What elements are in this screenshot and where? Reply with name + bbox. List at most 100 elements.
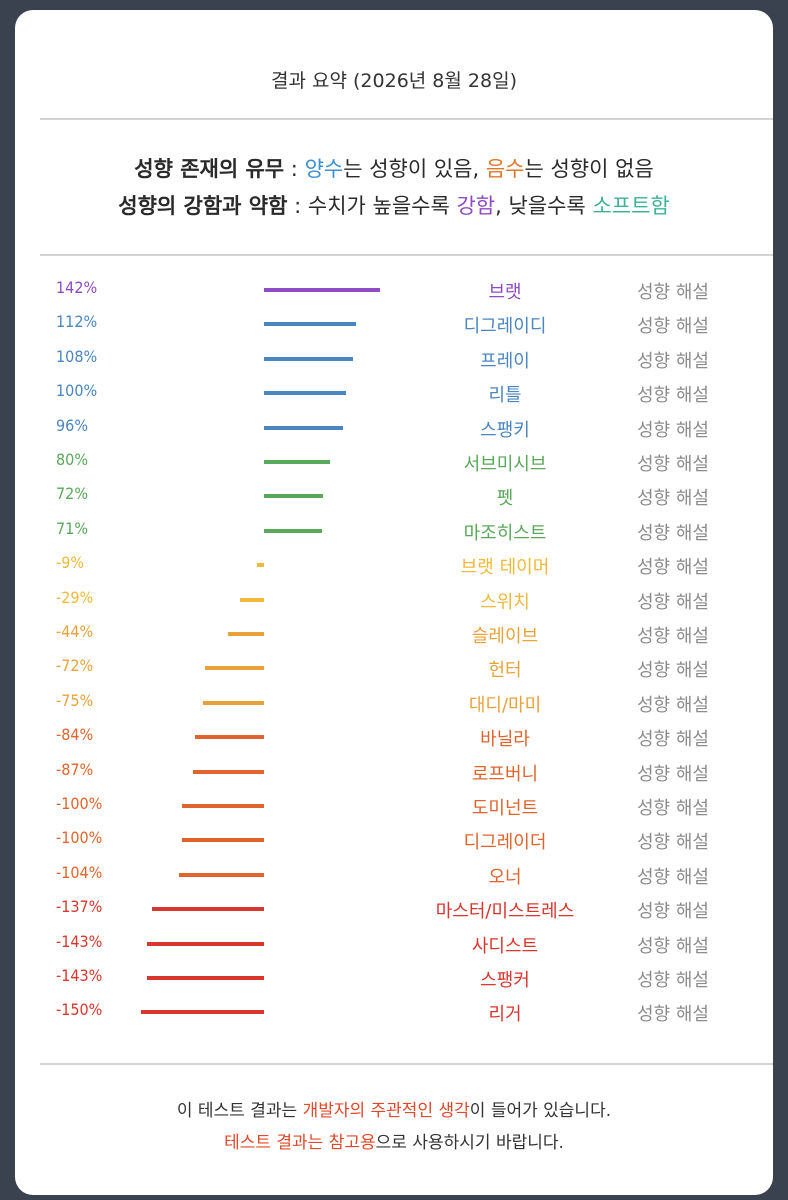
row-bar: [264, 288, 381, 292]
row-percent: -143%: [56, 931, 103, 951]
tendency-chart: 142% 브랫 성향 해설 112% 디그레이디 성향 해설 108% 프레이 성향 해설 100…: [15, 10, 773, 1195]
tendency-help-link[interactable]: 성향 해설: [637, 316, 709, 338]
row-percent: -150%: [56, 1000, 103, 1020]
page-title: 결과 요약 (2026년 8월 28일): [271, 70, 517, 92]
row-label: 바닐라: [480, 729, 530, 751]
row-percent: -100%: [56, 828, 103, 848]
footer-text-b: 개발자의 주관적인 생각: [302, 1101, 470, 1121]
tendency-help-link[interactable]: 성향 해설: [637, 798, 709, 819]
legend-strength-label: 성향의 강함과 약함: [118, 194, 288, 218]
row-percent: -84%: [56, 725, 94, 745]
row-bar: [146, 976, 264, 980]
tendency-help-link[interactable]: 성향 해설: [637, 694, 709, 716]
row-bar: [256, 563, 264, 568]
row-percent: -75%: [56, 690, 94, 710]
row-percent: 96%: [56, 415, 88, 435]
row-label: 리틀: [488, 385, 522, 407]
tendency-help-link[interactable]: 성향 해설: [637, 935, 709, 957]
row-label: 스팽키: [480, 419, 530, 441]
row-label: 마조히스트: [463, 522, 547, 544]
row-bar: [146, 941, 264, 946]
tendency-help-link[interactable]: 성향 해설: [637, 970, 709, 991]
row-bar: [192, 769, 264, 774]
row-percent: 71%: [56, 518, 88, 538]
row-label: 로프버니: [471, 763, 539, 785]
footer-text-d: 테스트 결과는 참고용: [224, 1133, 376, 1153]
row-percent: -9%: [56, 553, 85, 573]
footer-line-1: 이 테스트 결과는 개발자의 주관적인 생각이 들어가 있습니다.: [15, 1096, 773, 1121]
tendency-help-link[interactable]: 성향 해설: [637, 626, 709, 647]
row-label: 헌터: [488, 660, 522, 682]
tendency-help-link[interactable]: 성향 해설: [637, 419, 709, 441]
row-label: 디그레이디: [463, 316, 547, 338]
tendency-help-link[interactable]: 성향 해설: [637, 832, 709, 854]
row-bar: [178, 872, 264, 877]
tendency-help-link[interactable]: 성향 해설: [637, 763, 709, 785]
legend-strength: 성향의 강함과 약함 : 수치가 높을수록 강함, 낮을수록 소프트함: [15, 190, 773, 220]
row-bar: [141, 1010, 264, 1015]
tendency-help-link[interactable]: 성향 해설: [637, 522, 709, 544]
row-bar: [151, 907, 264, 912]
row-percent: 100%: [56, 381, 98, 401]
row-bar: [264, 460, 330, 464]
row-bar: [195, 735, 264, 740]
row-bar: [182, 838, 264, 843]
row-percent: 112%: [56, 312, 98, 332]
row-label: 리거: [488, 1004, 522, 1026]
row-label: 오너: [488, 866, 522, 888]
divider-top: [40, 118, 773, 120]
row-label: 서브미시브: [463, 454, 547, 475]
tendency-help-link[interactable]: 성향 해설: [637, 591, 709, 613]
divider-chart-top: [40, 254, 773, 256]
row-bar: [204, 666, 264, 671]
legend-strength-sep: : 수치가 높을수록: [287, 194, 457, 218]
tendency-help-link[interactable]: 성향 해설: [637, 350, 709, 372]
row-label: 프레이: [480, 350, 530, 372]
tendency-help-link[interactable]: 성향 해설: [637, 282, 709, 303]
legend-soft: 소프트함: [592, 194, 670, 218]
row-label: 도미넌트: [471, 798, 539, 819]
row-percent: 142%: [56, 278, 98, 297]
row-label: 스위치: [480, 591, 530, 613]
row-label: 마스터/미스트레스: [435, 901, 575, 923]
row-bar: [240, 597, 264, 602]
tendency-help-link[interactable]: 성향 해설: [637, 866, 709, 888]
legend-existence: 성향 존재의 유무 : 양수는 성향이 있음, 음수는 성향이 없음: [15, 153, 773, 183]
row-label: 사디스트: [471, 935, 539, 957]
tendency-help-link[interactable]: 성향 해설: [637, 660, 709, 682]
row-percent: -29%: [56, 587, 94, 607]
tendency-help-link[interactable]: 성향 해설: [637, 454, 709, 475]
legend-positive-text: 는 성향이 있음,: [343, 157, 486, 181]
legend-negative: 음수: [485, 157, 525, 181]
row-percent: 108%: [56, 346, 98, 366]
legend-strength-mid: , 낮을수록: [495, 194, 593, 218]
footer-text-e: 으로 사용하시기 바랍니다.: [375, 1133, 564, 1153]
footer-text-a: 이 테스트 결과는: [176, 1101, 303, 1121]
legend-positive: 양수: [304, 157, 344, 181]
tendency-help-link[interactable]: 성향 해설: [637, 557, 709, 579]
row-bar: [264, 494, 324, 499]
row-percent: -72%: [56, 656, 94, 676]
row-label: 브랫 테이머: [460, 557, 550, 579]
row-bar: [264, 528, 323, 533]
row-bar: [202, 700, 264, 705]
tendency-help-link[interactable]: 성향 해설: [637, 1004, 709, 1026]
footer-line-2: 테스트 결과는 참고용으로 사용하시기 바랍니다.: [15, 1128, 773, 1153]
row-bar: [264, 356, 353, 361]
row-bar: [264, 391, 346, 396]
row-percent: -44%: [56, 622, 94, 641]
tendency-help-link[interactable]: 성향 해설: [637, 729, 709, 751]
divider-bottom: [40, 1063, 773, 1065]
legend-existence-label: 성향 존재의 유무: [134, 157, 285, 181]
footer-text-c: 이 들어가 있습니다.: [469, 1101, 612, 1121]
row-bar: [264, 322, 356, 327]
tendency-help-link[interactable]: 성향 해설: [637, 901, 709, 923]
row-percent: -137%: [56, 897, 103, 917]
legend-negative-text: 는 성향이 없음: [524, 157, 654, 181]
row-percent: 72%: [56, 484, 88, 504]
row-bar: [227, 632, 264, 636]
row-label: 펫: [496, 488, 514, 510]
tendency-help-link[interactable]: 성향 해설: [637, 385, 709, 407]
tendency-help-link[interactable]: 성향 해설: [637, 488, 709, 510]
row-label: 대디/마미: [468, 694, 542, 716]
